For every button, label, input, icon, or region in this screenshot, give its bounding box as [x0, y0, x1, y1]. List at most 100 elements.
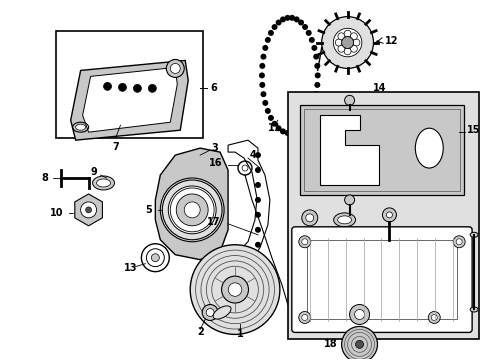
Circle shape [184, 202, 200, 218]
Circle shape [311, 45, 317, 51]
Circle shape [254, 197, 261, 203]
Text: 10: 10 [50, 208, 63, 218]
Circle shape [264, 108, 270, 114]
Circle shape [202, 305, 218, 320]
Circle shape [271, 24, 277, 30]
Text: 7: 7 [112, 142, 119, 152]
Circle shape [280, 129, 285, 134]
Circle shape [275, 19, 281, 26]
Circle shape [275, 125, 281, 131]
Text: 8: 8 [41, 173, 48, 183]
Text: 6: 6 [210, 84, 217, 93]
Circle shape [264, 37, 270, 43]
Circle shape [341, 37, 353, 49]
Circle shape [311, 100, 317, 106]
Circle shape [382, 208, 396, 222]
Circle shape [206, 309, 214, 316]
Circle shape [314, 82, 320, 88]
Circle shape [341, 327, 377, 360]
Circle shape [81, 202, 96, 218]
Circle shape [344, 48, 350, 55]
Polygon shape [155, 148, 227, 260]
Circle shape [305, 30, 311, 36]
Text: 1: 1 [236, 329, 243, 339]
Text: 3: 3 [211, 143, 218, 153]
Circle shape [271, 121, 277, 127]
Circle shape [352, 39, 359, 46]
Circle shape [284, 130, 290, 136]
Ellipse shape [92, 176, 114, 190]
Polygon shape [71, 60, 188, 140]
Circle shape [85, 207, 91, 213]
Circle shape [344, 30, 350, 37]
Text: 17: 17 [206, 217, 220, 227]
Circle shape [349, 305, 369, 324]
Circle shape [452, 236, 464, 248]
Circle shape [321, 17, 373, 68]
Circle shape [314, 63, 320, 69]
Circle shape [335, 39, 342, 46]
Circle shape [305, 214, 313, 222]
Circle shape [151, 254, 159, 262]
Circle shape [298, 311, 310, 323]
Text: 18: 18 [324, 339, 337, 349]
Polygon shape [319, 115, 379, 185]
Circle shape [301, 315, 307, 320]
Circle shape [148, 84, 156, 92]
Circle shape [337, 45, 344, 52]
Circle shape [308, 37, 314, 43]
Circle shape [430, 315, 436, 320]
Text: 9: 9 [91, 167, 98, 177]
Circle shape [344, 95, 354, 105]
Circle shape [314, 72, 320, 78]
Circle shape [259, 82, 265, 88]
Circle shape [259, 63, 265, 69]
Circle shape [118, 84, 126, 91]
Bar [56, 31, 203, 138]
Circle shape [297, 125, 304, 131]
Bar [299, 105, 463, 195]
Bar [287, 92, 478, 339]
Circle shape [254, 257, 261, 263]
Circle shape [254, 227, 261, 233]
Circle shape [293, 129, 299, 134]
Circle shape [288, 15, 295, 21]
Circle shape [293, 17, 299, 22]
Circle shape [301, 239, 307, 245]
Circle shape [305, 115, 311, 121]
Circle shape [386, 212, 392, 218]
Bar [303, 109, 459, 191]
Text: 5: 5 [145, 205, 152, 215]
Circle shape [262, 100, 268, 106]
Text: 16: 16 [208, 158, 222, 168]
Circle shape [349, 45, 357, 52]
Ellipse shape [333, 213, 355, 227]
Ellipse shape [469, 307, 477, 312]
Ellipse shape [469, 232, 477, 237]
Circle shape [176, 194, 208, 226]
Circle shape [298, 236, 310, 248]
Circle shape [160, 178, 224, 242]
Ellipse shape [96, 179, 110, 187]
Circle shape [302, 121, 307, 127]
Bar [306, 240, 456, 319]
Circle shape [133, 84, 141, 92]
Circle shape [254, 182, 261, 188]
Circle shape [337, 33, 344, 40]
Circle shape [221, 276, 248, 303]
Text: 15: 15 [466, 125, 480, 135]
Circle shape [190, 245, 279, 334]
Circle shape [349, 33, 357, 40]
Circle shape [259, 72, 264, 78]
Polygon shape [75, 194, 102, 226]
Circle shape [267, 30, 273, 36]
Circle shape [313, 54, 319, 60]
Circle shape [301, 210, 317, 226]
Circle shape [254, 212, 261, 218]
Circle shape [355, 340, 363, 348]
Text: 14: 14 [372, 84, 386, 93]
Circle shape [313, 91, 319, 97]
Circle shape [280, 17, 285, 22]
Circle shape [455, 239, 461, 245]
Text: 2: 2 [196, 327, 203, 337]
